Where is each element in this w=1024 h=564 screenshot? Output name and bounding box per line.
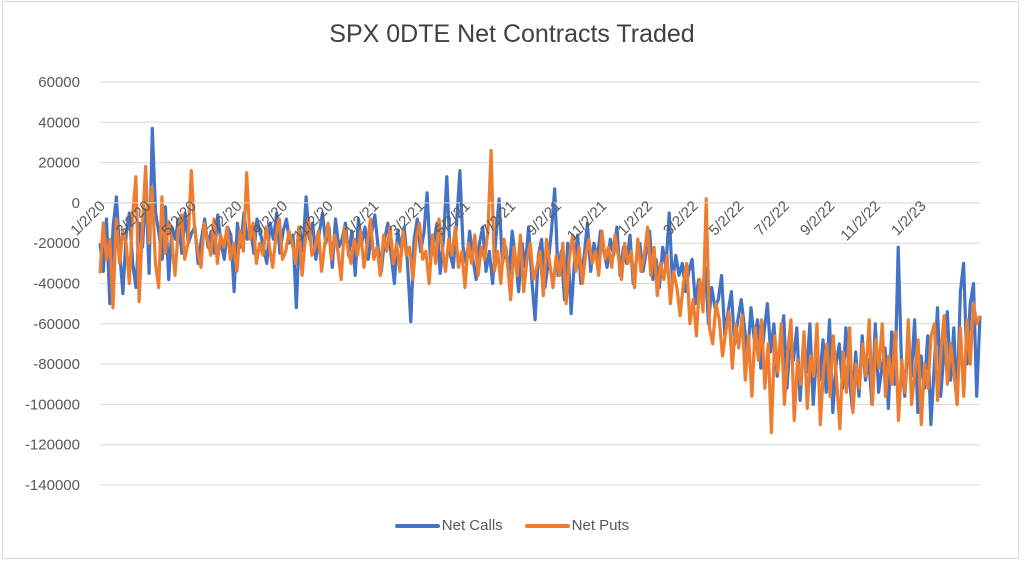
y-tick-label: 60000 — [38, 74, 80, 91]
y-tick-label: -80000 — [33, 356, 80, 373]
x-tick-label: 11/2/22 — [837, 198, 884, 245]
y-tick-label: -20000 — [33, 235, 80, 252]
y-tick-label: -140000 — [25, 477, 80, 494]
x-tick-label: 1/2/23 — [888, 198, 930, 240]
series-lines — [98, 126, 982, 435]
gridlines — [100, 81, 980, 486]
y-tick-label: -60000 — [33, 316, 80, 333]
y-tick-label: 20000 — [38, 155, 80, 172]
legend-label: Net Calls — [441, 517, 503, 534]
series-line-net-calls[interactable] — [98, 126, 982, 427]
series-line-net-puts[interactable] — [98, 148, 982, 435]
legend: Net Calls Net Puts — [0, 517, 1024, 534]
y-tick-label: -100000 — [25, 396, 80, 413]
y-tick-label: 40000 — [38, 114, 80, 131]
y-tick-label: 0 — [72, 195, 80, 212]
chart-title: SPX 0DTE Net Contracts Traded — [329, 20, 695, 48]
x-tick-label: 5/2/22 — [706, 198, 748, 240]
x-tick-label: 9/2/22 — [797, 198, 839, 240]
x-tick-label: 3/2/22 — [660, 198, 702, 240]
legend-item-net-puts[interactable]: Net Puts — [524, 517, 630, 534]
y-tick-label: -120000 — [25, 437, 80, 454]
y-axis-labels: 60000 40000 20000 0 -20000 -40000 -60000 -80000… — [25, 74, 80, 494]
x-tick-label: 9/2/21 — [523, 198, 565, 240]
legend-label: Net Puts — [571, 517, 630, 534]
x-tick-label: 7/2/22 — [751, 198, 793, 240]
y-tick-label: -40000 — [33, 276, 80, 293]
net-puts-line-swatch-icon — [524, 523, 570, 528]
legend-item-net-calls[interactable]: Net Calls — [394, 517, 503, 534]
net-calls-line-swatch-icon — [394, 523, 440, 528]
